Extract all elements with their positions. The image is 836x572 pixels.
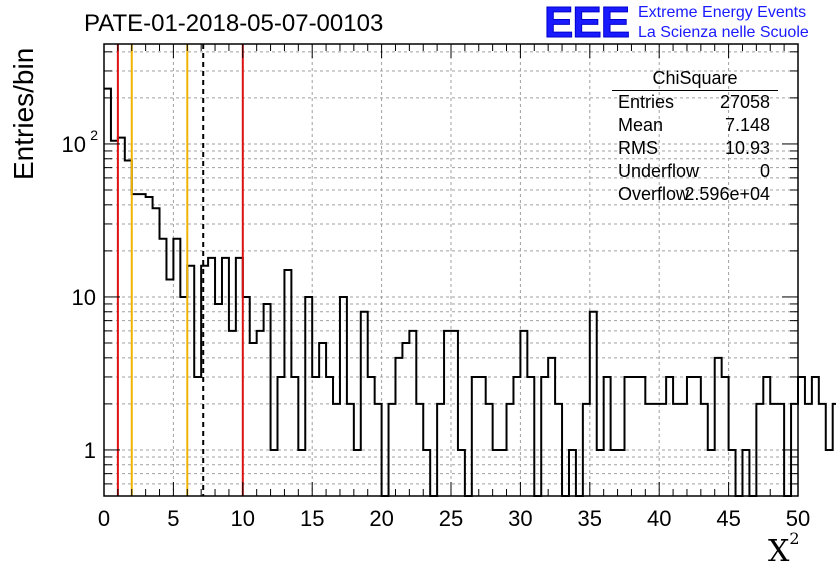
stat-value: 10.93 xyxy=(724,138,770,158)
stat-row-rms: RMS 10.93 xyxy=(618,138,770,160)
logo-line-1: Extreme Energy Events xyxy=(638,4,807,21)
eee-logo: EEE Extreme Energy Events La Scienza nel… xyxy=(543,0,834,48)
logo-line-2: La Scienza nelle Scuole xyxy=(638,24,809,41)
x-tick-label: 5 xyxy=(167,506,179,531)
chart-title: PATE-01-2018-05-07-00103 xyxy=(84,10,384,37)
logo-mark: EEE xyxy=(543,0,630,48)
y-tick-label: 10 xyxy=(72,285,96,310)
x-axis-label: X2 xyxy=(768,529,800,569)
stat-row-mean: Mean 7.148 xyxy=(618,115,770,137)
stat-row-underflow: Underflow 0 xyxy=(618,161,770,183)
stat-row-overflow: Overflow 2.596e+04 xyxy=(618,184,770,206)
x-tick-label: 50 xyxy=(786,506,810,531)
stat-value: 0 xyxy=(759,161,770,181)
x-tick-label: 10 xyxy=(231,506,255,531)
stat-value: 2.596e+04 xyxy=(684,184,770,204)
x-tick-label: 25 xyxy=(439,506,463,531)
stat-label: Overflow xyxy=(618,184,690,204)
y-axis-label: Entries/bin xyxy=(8,47,39,180)
y-tick-label: 10 xyxy=(62,132,86,157)
x-tick-label: 15 xyxy=(300,506,324,531)
stat-row-entries: Entries 27058 xyxy=(618,92,770,114)
y-tick-label: 1 xyxy=(84,438,96,463)
x-tick-label: 35 xyxy=(578,506,602,531)
x-tick-label: 45 xyxy=(716,506,740,531)
stat-value: 7.148 xyxy=(724,115,770,135)
x-tick-label: 30 xyxy=(508,506,532,531)
stat-label: Mean xyxy=(618,115,664,135)
stat-label: Underflow xyxy=(618,161,700,181)
stats-title: ChiSquare xyxy=(652,68,738,88)
x-tick-label: 20 xyxy=(369,506,393,531)
y-tick-label-exponent: 2 xyxy=(90,127,98,143)
stat-label: RMS xyxy=(618,138,658,158)
stats-box: ChiSquare Entries 27058 Mean 7.148 RMS 1… xyxy=(612,66,778,206)
stats-title-rule xyxy=(612,90,778,91)
stat-label: Entries xyxy=(618,92,675,112)
stat-value: 27058 xyxy=(719,92,770,112)
x-tick-label: 0 xyxy=(98,506,110,531)
x-tick-label: 40 xyxy=(647,506,671,531)
